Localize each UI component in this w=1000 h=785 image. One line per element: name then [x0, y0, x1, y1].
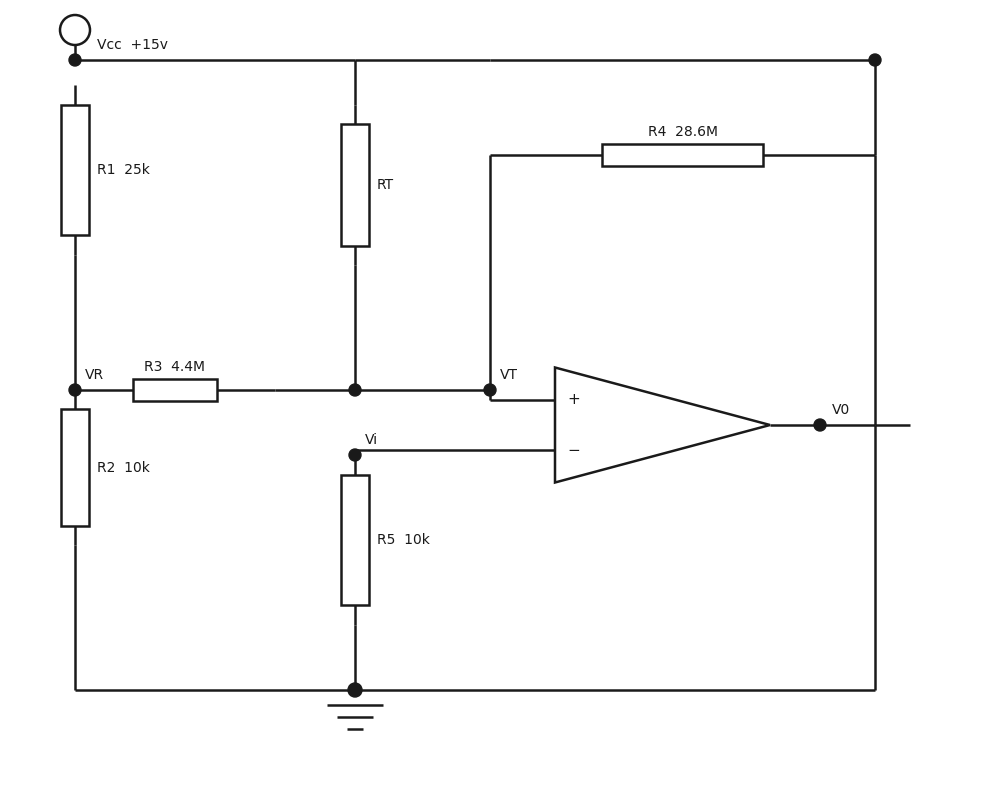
Bar — [602, 144, 763, 166]
Bar — [133, 379, 217, 401]
Bar — [341, 124, 369, 246]
Text: VR: VR — [85, 368, 104, 382]
Text: RT: RT — [377, 178, 394, 192]
Bar — [61, 105, 89, 235]
Text: R4  28.6M: R4 28.6M — [648, 125, 718, 139]
Text: +: + — [567, 392, 580, 407]
Text: R3  4.4M: R3 4.4M — [144, 360, 206, 374]
Circle shape — [69, 384, 81, 396]
Circle shape — [814, 419, 826, 431]
Circle shape — [349, 384, 361, 396]
Bar — [341, 476, 369, 604]
Circle shape — [484, 384, 496, 396]
Circle shape — [869, 54, 881, 66]
Text: V0: V0 — [832, 403, 850, 417]
Circle shape — [349, 449, 361, 461]
Text: R1  25k: R1 25k — [97, 163, 150, 177]
Text: −: − — [567, 443, 580, 458]
Text: R5  10k: R5 10k — [377, 533, 430, 547]
Text: VT: VT — [500, 368, 518, 382]
Circle shape — [69, 54, 81, 66]
Text: Vi: Vi — [365, 433, 378, 447]
Text: Vcc  +15v: Vcc +15v — [97, 38, 168, 52]
Text: R2  10k: R2 10k — [97, 461, 150, 474]
Bar — [61, 409, 89, 527]
Circle shape — [348, 683, 362, 697]
